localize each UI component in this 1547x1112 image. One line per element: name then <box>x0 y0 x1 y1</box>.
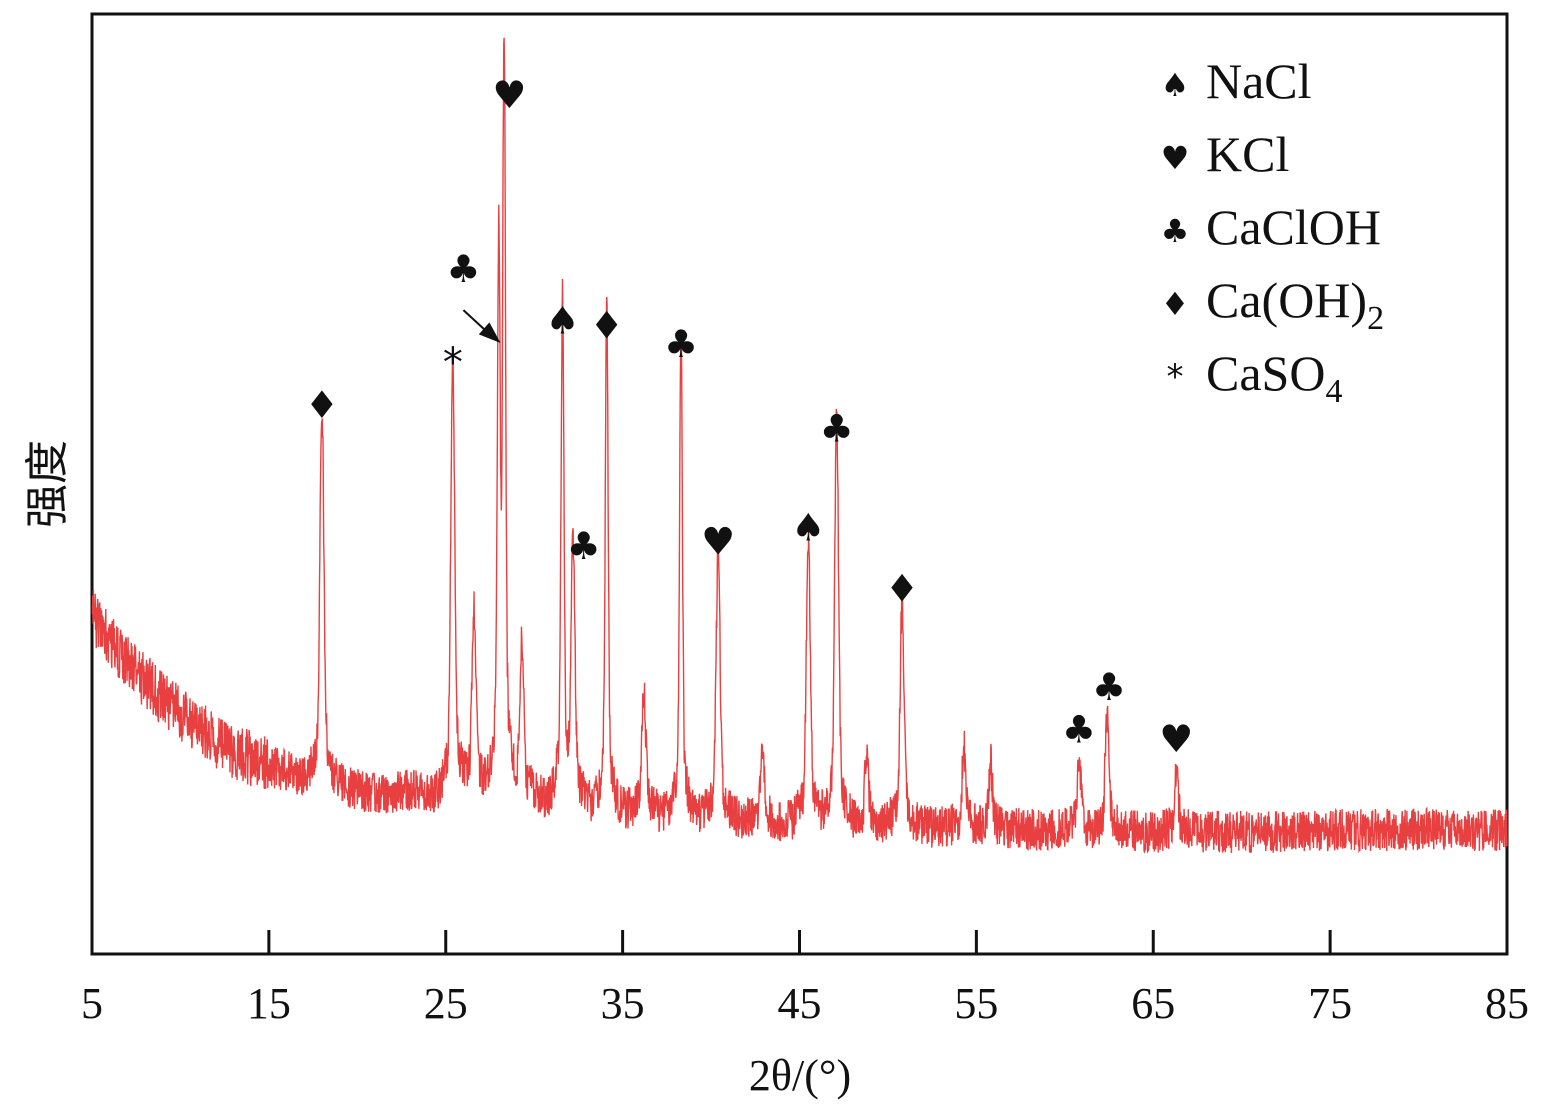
legend: ♠ NaCl ♥ KCl ♣ CaClOH ♦ Ca(OH)2 * CaSO4 <box>1161 53 1384 410</box>
peak-marker: ♥ <box>1159 717 1193 761</box>
x-axis-title-text: 2θ/(°) <box>749 1051 851 1100</box>
peak-markers: ♦*♣♥♠ ♦ ♣♣ ♥ ♠♣♦♣♣♥ <box>305 73 1193 761</box>
peak-marker: ♦ <box>305 383 339 427</box>
legend-symbol: * <box>1167 357 1184 397</box>
peak-marker: ♦ <box>885 567 919 611</box>
x-axis-ticks: 5 15 25 35 45 55 65 75 85 <box>81 930 1529 1028</box>
x-tick-label: 15 <box>247 979 291 1028</box>
legend-label: Ca(OH)2 <box>1206 272 1384 337</box>
peak-marker: * <box>443 340 463 386</box>
x-tick-label: 35 <box>601 979 645 1028</box>
x-tick-label: 25 <box>424 979 468 1028</box>
legend-symbol: ♦ <box>1161 285 1190 323</box>
legend-symbol: ♠ <box>1161 66 1190 104</box>
series-layer <box>91 37 1508 855</box>
legend-symbol: ♣ <box>1161 212 1190 250</box>
x-tick-label: 5 <box>81 979 103 1028</box>
peak-marker: ♦ <box>590 303 624 347</box>
x-tick-label: 75 <box>1308 979 1352 1028</box>
peak-marker: ♠ <box>791 505 825 549</box>
legend-label: CaClOH <box>1206 199 1381 255</box>
legend-symbol: ♥ <box>1161 139 1190 177</box>
y-axis-title: 强度 <box>23 440 72 528</box>
legend-label: CaSO4 <box>1206 345 1342 410</box>
peak-marker: ♣ <box>664 322 698 366</box>
peak-marker: ♣ <box>1062 708 1096 752</box>
peak-marker: ♣ <box>446 247 480 291</box>
peak-marker: ♥ <box>701 520 735 564</box>
peak-marker: ♠ <box>545 299 579 343</box>
xrd-series-line <box>91 37 1508 855</box>
x-tick-label: 65 <box>1131 979 1175 1028</box>
annotation-arrow-head <box>478 322 501 343</box>
peak-marker: ♥ <box>492 73 526 117</box>
legend-label: KCl <box>1206 126 1289 182</box>
legend-label: NaCl <box>1206 53 1312 109</box>
x-tick-label: 45 <box>778 979 822 1028</box>
x-tick-label: 55 <box>954 979 998 1028</box>
peak-marker: ♣ <box>1092 665 1126 709</box>
x-tick-label: 85 <box>1485 979 1529 1028</box>
peak-marker: ♣ <box>820 407 854 451</box>
x-axis-title: 2θ/(°) <box>749 1051 851 1100</box>
peak-marker: ♣ <box>567 524 601 568</box>
